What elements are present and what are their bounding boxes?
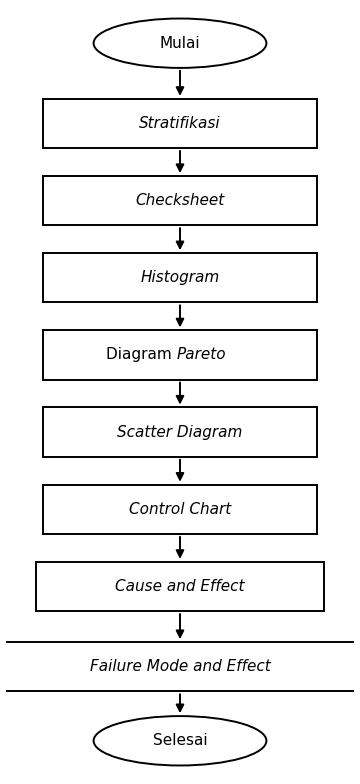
Text: Checksheet: Checksheet [135,193,225,208]
Text: Scatter Diagram: Scatter Diagram [117,425,243,440]
Text: Diagram: Diagram [106,347,176,362]
Text: Mulai: Mulai [160,36,200,51]
Text: Failure Mode and Effect: Failure Mode and Effect [90,659,270,674]
Text: Cause and Effect: Cause and Effect [115,579,245,594]
Text: Stratifikasi: Stratifikasi [139,116,221,131]
Text: Control Chart: Control Chart [129,502,231,517]
Text: Selesai: Selesai [153,733,207,748]
Text: Pareto: Pareto [176,347,226,362]
Text: Histogram: Histogram [140,270,220,285]
